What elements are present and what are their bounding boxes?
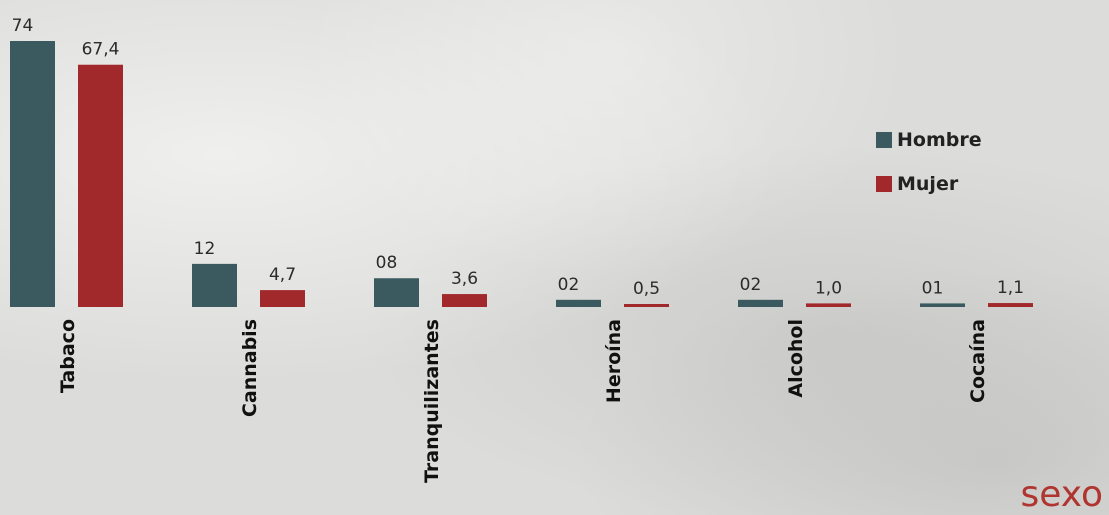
value-label-hombre-3: 02 — [558, 275, 580, 295]
legend-item-hombre: Hombre — [876, 126, 982, 154]
corner-word: sexo — [1020, 474, 1104, 515]
value-label-mujer-3: 0,5 — [633, 279, 660, 299]
bar-mujer-0 — [78, 64, 123, 307]
value-label-mujer-2: 3,6 — [451, 269, 478, 289]
legend-swatch-hombre — [876, 132, 892, 148]
value-label-hombre-1: 12 — [194, 239, 216, 259]
legend-swatch-mujer — [876, 176, 892, 192]
legend: Hombre Mujer — [876, 126, 982, 214]
category-label-0: Tabaco — [57, 319, 79, 393]
bar-mujer-4 — [806, 303, 851, 307]
category-label-3: Heroína — [603, 319, 625, 403]
value-label-mujer-5: 1,1 — [997, 278, 1024, 298]
value-label-hombre-0: 74 — [12, 16, 34, 36]
bar-hombre-4 — [738, 299, 783, 307]
value-label-mujer-1: 4,7 — [269, 265, 296, 285]
value-label-hombre-5: 01 — [922, 278, 944, 298]
category-label-4: Alcohol — [785, 319, 807, 398]
bar-mujer-2 — [442, 294, 487, 307]
legend-item-mujer: Mujer — [876, 170, 982, 198]
category-label-2: Tranquilizantes — [421, 319, 443, 483]
bar-hombre-0 — [10, 41, 55, 307]
bar-mujer-1 — [260, 290, 305, 307]
bar-mujer-5 — [988, 303, 1033, 307]
bar-mujer-3 — [624, 304, 669, 307]
legend-label-mujer: Mujer — [897, 173, 959, 195]
value-label-hombre-2: 08 — [376, 253, 398, 273]
bar-hombre-2 — [374, 278, 419, 307]
category-label-5: Cocaína — [967, 319, 989, 403]
value-label-hombre-4: 02 — [740, 275, 762, 295]
category-label-1: Cannabis — [239, 319, 261, 417]
bar-hombre-1 — [192, 263, 237, 307]
value-label-mujer-4: 1,0 — [815, 278, 842, 298]
bar-hombre-3 — [556, 299, 601, 307]
value-label-mujer-0: 67,4 — [82, 40, 120, 60]
legend-label-hombre: Hombre — [897, 129, 982, 151]
bar-hombre-5 — [920, 303, 965, 307]
